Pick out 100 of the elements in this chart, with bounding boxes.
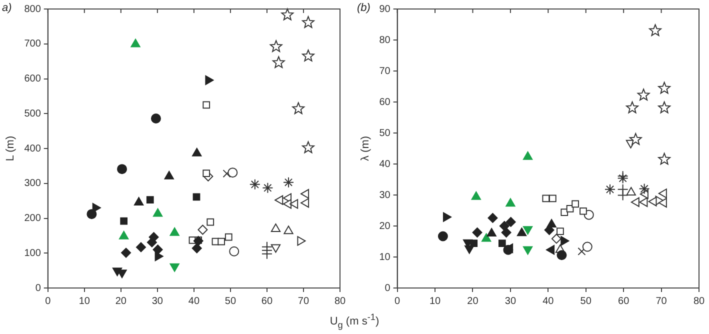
point [522,151,533,160]
y-tick-label: 400 [24,143,42,154]
point [170,263,180,272]
point [506,216,516,227]
point [228,168,238,178]
point [498,240,506,248]
point [648,196,657,206]
point [164,170,174,180]
x-tick-label: 10 [78,296,90,307]
point [284,226,294,234]
point [658,198,667,208]
point [150,114,161,124]
x-tick-label: 60 [618,296,630,307]
point [300,198,310,208]
point [471,191,481,200]
point [649,24,662,36]
point [152,244,163,255]
x-tick-label: 30 [504,296,516,307]
point [658,152,671,165]
point [578,247,586,256]
y-tick-label: 0 [384,282,391,294]
x-tick-label: 70 [298,296,310,307]
point [170,227,180,236]
x-tick-label: 70 [656,296,668,307]
point [148,232,159,242]
point [626,187,636,196]
y-tick-label: 80 [379,34,391,46]
x-tick-label: 40 [188,296,200,307]
point [438,231,448,242]
point [292,102,305,114]
point [136,242,146,252]
point [472,228,482,238]
point [120,217,128,225]
y-tick-label: 600 [24,74,42,84]
y-tick-label: 0 [35,282,42,294]
point [229,246,240,256]
point [222,170,231,178]
y-tick-label: 40 [379,158,391,170]
point [202,170,210,177]
point [283,199,292,209]
chart-title: a) [2,2,12,14]
point [481,233,492,242]
point [637,88,650,101]
x-tick-label: 80 [693,296,705,307]
point [501,228,512,238]
chart-title: (b) [357,2,370,14]
y-tick-label: 300 [24,178,42,190]
point [302,50,314,62]
point [121,248,132,258]
point [626,101,638,114]
y-tick-label: 90 [379,4,391,15]
point [192,148,202,156]
y-axis-title: λ (m) [360,136,372,162]
point [130,38,140,48]
point [202,101,210,109]
point [499,221,510,231]
point [442,212,452,222]
x-tick-label: 10 [429,296,442,307]
point [486,228,496,236]
point [580,207,587,215]
point [274,195,284,205]
x-tick-label: 0 [394,296,401,307]
point [658,82,671,94]
point [152,208,163,217]
point [205,75,214,85]
y-tick-label: 200 [24,213,42,224]
point [302,16,314,28]
point [658,101,671,114]
y-tick-label: 70 [379,66,391,77]
point [604,184,616,195]
point [117,164,128,174]
point [630,197,640,207]
y-tick-label: 500 [24,108,42,120]
x-tick-label: 20 [467,296,479,307]
point [86,209,97,220]
point [572,200,579,208]
point [290,199,298,209]
x-tick-label: 50 [224,296,236,307]
point [629,133,642,145]
x-tick-label: 20 [115,296,127,307]
point [224,233,232,241]
x-tick-label: 80 [334,296,346,307]
point [546,245,555,255]
point [300,189,310,199]
y-tick-label: 20 [379,220,391,232]
point [546,218,556,228]
point [302,141,314,154]
point [582,242,592,252]
point [658,188,667,198]
x-tick-label: 30 [152,296,164,307]
point [556,250,567,260]
point [192,193,200,201]
point [522,246,533,255]
point [506,198,516,207]
y-tick-label: 50 [379,128,391,139]
point [281,8,294,20]
y-tick-label: 100 [24,248,42,259]
y-axis-title: L (m) [4,136,17,162]
point [560,236,570,246]
point [119,230,129,240]
